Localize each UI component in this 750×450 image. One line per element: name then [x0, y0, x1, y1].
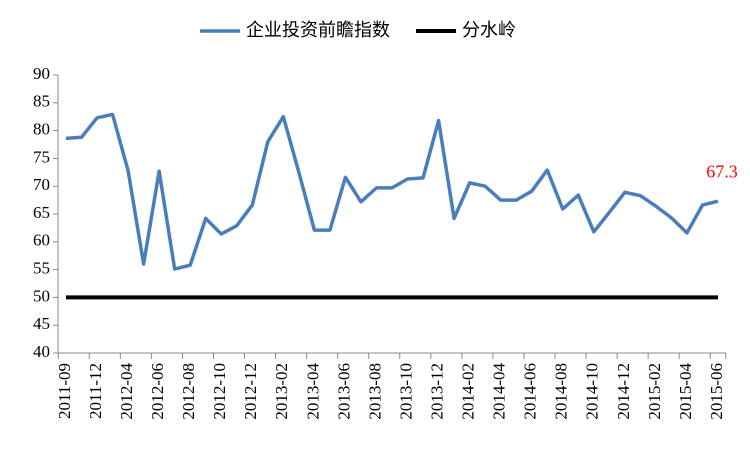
x-tick-label: 2014-04 — [490, 363, 509, 420]
x-tick-label: 2014-08 — [552, 363, 571, 420]
x-tick-label: 2013-06 — [334, 363, 353, 420]
y-tick-label: 45 — [33, 314, 50, 333]
x-tick-label: 2012-12 — [241, 363, 260, 420]
y-tick-label: 65 — [33, 203, 50, 222]
y-tick-label: 55 — [33, 259, 50, 278]
x-tick-label: 2015-04 — [676, 363, 695, 420]
x-tick-label: 2011-12 — [86, 363, 105, 419]
y-tick-label: 40 — [33, 342, 50, 361]
y-tick-label: 60 — [33, 231, 50, 250]
x-tick-label: 2013-02 — [272, 363, 291, 420]
y-tick-label: 50 — [33, 286, 50, 305]
data-label: 67.3 — [706, 161, 738, 181]
y-tick-label: 80 — [33, 120, 50, 139]
x-tick-label: 2015-02 — [645, 363, 664, 420]
x-tick-label: 2012-08 — [179, 363, 198, 420]
y-tick-label: 85 — [33, 92, 50, 111]
x-tick-label: 2011-09 — [55, 363, 74, 419]
x-tick-label: 2014-02 — [459, 363, 478, 420]
y-tick-label: 75 — [33, 147, 50, 166]
x-tick-label: 2013-12 — [427, 363, 446, 420]
y-tick-label: 70 — [33, 175, 50, 194]
x-tick-label: 2012-10 — [210, 363, 229, 420]
x-tick-label: 2013-04 — [303, 363, 322, 420]
x-tick-label: 2014-12 — [614, 363, 633, 420]
x-tick-label: 2013-08 — [365, 363, 384, 420]
x-tick-label: 2012-04 — [117, 363, 136, 420]
series-line — [65, 112, 719, 271]
legend-label: 分水岭 — [462, 20, 516, 40]
y-tick-label: 90 — [33, 64, 50, 83]
x-tick-label: 2013-10 — [396, 363, 415, 420]
x-tick-label: 2015-06 — [707, 363, 726, 420]
x-tick-label: 2014-06 — [521, 363, 540, 420]
x-tick-label: 2012-06 — [148, 363, 167, 420]
x-tick-label: 2014-10 — [583, 363, 602, 420]
legend-label: 企业投资前瞻指数 — [246, 20, 390, 40]
